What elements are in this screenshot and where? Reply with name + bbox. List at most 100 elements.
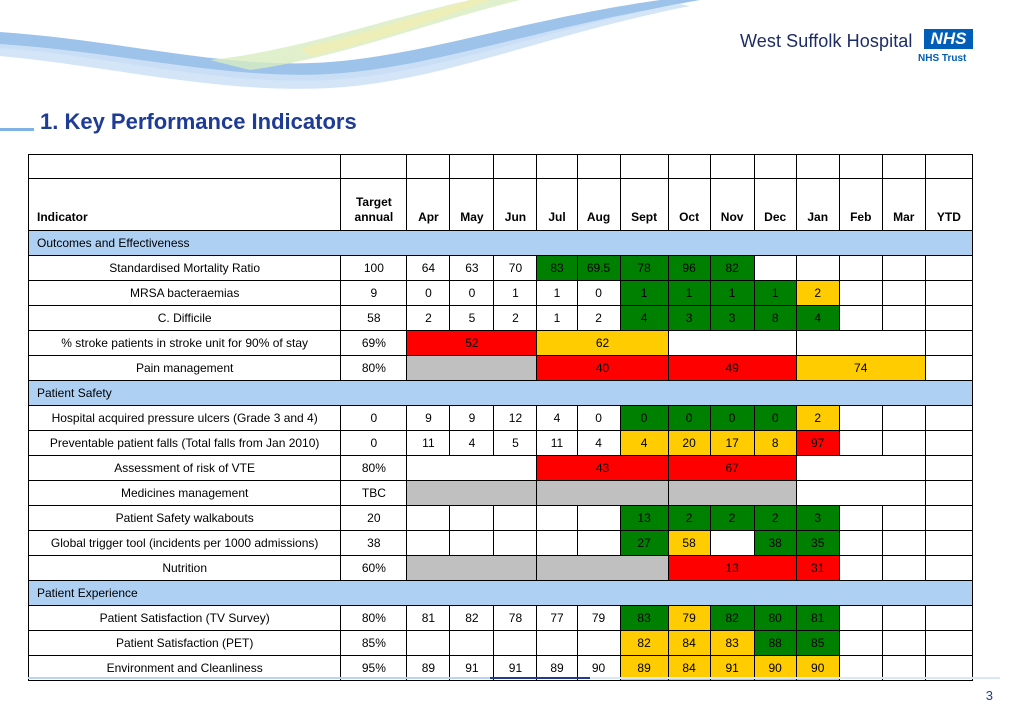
value-cell: 89: [536, 655, 578, 681]
target-cell: 100: [340, 255, 408, 281]
value-cell: 85: [795, 630, 840, 656]
value-cell: 64: [406, 255, 451, 281]
value-cell: 70: [493, 255, 538, 281]
value-cell: [449, 505, 495, 531]
value-cell: 82: [449, 605, 495, 631]
value-cell: 79: [576, 605, 621, 631]
table-row: Patient Satisfaction (PET) 85% 82 84 83 …: [27, 630, 974, 656]
hospital-name: West Suffolk Hospital: [740, 31, 913, 51]
value-cell: [881, 555, 926, 581]
header-ytd: YTD: [924, 178, 974, 231]
value-cell: 8: [753, 430, 797, 456]
value-cell: 81: [406, 605, 451, 631]
value-cell: [924, 405, 974, 431]
value-cell: [924, 505, 974, 531]
header-apr: Apr: [406, 178, 451, 231]
value-cell: 0: [619, 405, 669, 431]
value-cell: [924, 555, 974, 581]
value-cell: [881, 605, 926, 631]
value-cell: [924, 305, 974, 331]
value-cell: [924, 605, 974, 631]
value-cell: 3: [795, 505, 840, 531]
value-cell: [881, 505, 926, 531]
trust-label: NHS Trust: [918, 53, 967, 64]
value-cell: 2: [709, 505, 755, 531]
table-row: C. Difficile 58 2 5 2 1 2 4 3 3 8 4: [27, 305, 974, 331]
target-cell: 20: [340, 505, 408, 531]
value-cell: [881, 530, 926, 556]
value-cell: 4: [795, 305, 840, 331]
value-cell: 17: [709, 430, 755, 456]
value-cell: [493, 505, 538, 531]
table-row: MRSA bacteraemias 9 0 0 1 1 0 1 1 1 1 2: [27, 280, 974, 306]
value-cell: 1: [709, 280, 755, 306]
indicator-cell: MRSA bacteraemias: [27, 280, 342, 306]
table-blank-row: [27, 154, 974, 179]
value-cell: [406, 505, 451, 531]
section-label: Patient Safety: [28, 380, 973, 406]
value-cell: 2: [493, 305, 538, 331]
value-cell: 11: [536, 430, 578, 456]
header-target-label: Target annual: [354, 195, 394, 224]
value-cell: [838, 630, 883, 656]
value-cell: [536, 630, 578, 656]
value-cell: [924, 655, 974, 681]
value-cell: 90: [753, 655, 797, 681]
target-cell: 9: [340, 280, 408, 306]
table-row: Standardised Mortality Ratio 100 64 63 7…: [27, 255, 974, 281]
value-cell: [838, 255, 883, 281]
value-cell: 1: [493, 280, 538, 306]
target-cell: 0: [340, 430, 408, 456]
table-header-row: Indicator Target annual Apr May Jun Jul …: [27, 178, 974, 231]
kpi-table: Indicator Target annual Apr May Jun Jul …: [27, 154, 974, 681]
value-cell: 82: [709, 605, 755, 631]
value-cell: 0: [576, 405, 621, 431]
value-cell: 0: [576, 280, 621, 306]
value-cell: 12: [493, 405, 538, 431]
value-cell: [924, 330, 974, 356]
value-cell: 2: [576, 305, 621, 331]
value-cell: [838, 305, 883, 331]
value-cell: 69.5: [576, 255, 621, 281]
quarter-cell: [795, 480, 926, 506]
quarter-cell: 40: [536, 355, 669, 381]
value-cell: [709, 530, 755, 556]
header-aug: Aug: [576, 178, 621, 231]
indicator-cell: Standardised Mortality Ratio: [27, 255, 342, 281]
value-cell: [449, 530, 495, 556]
quarter-cell: 67: [667, 455, 797, 481]
indicator-cell: Global trigger tool (incidents per 1000 …: [27, 530, 342, 556]
value-cell: 89: [406, 655, 451, 681]
value-cell: 1: [753, 280, 797, 306]
value-cell: 1: [536, 305, 578, 331]
brand-header: West Suffolk Hospital NHS NHS Trust: [740, 28, 980, 68]
target-cell: 60%: [340, 555, 408, 581]
quarter-cell: 49: [667, 355, 797, 381]
indicator-cell: Hospital acquired pressure ulcers (Grade…: [27, 405, 342, 431]
value-cell: 88: [753, 630, 797, 656]
section-safety: Patient Safety: [28, 380, 973, 406]
value-cell: [881, 405, 926, 431]
value-cell: 79: [667, 605, 711, 631]
value-cell: 3: [667, 305, 711, 331]
value-cell: [881, 280, 926, 306]
target-cell: 58: [340, 305, 408, 331]
value-cell: [838, 280, 883, 306]
header-feb: Feb: [838, 178, 883, 231]
table-row: Preventable patient falls (Total falls f…: [27, 430, 974, 456]
value-cell: 20: [667, 430, 711, 456]
value-cell: [924, 530, 974, 556]
value-cell: 2: [795, 280, 840, 306]
section-label: Outcomes and Effectiveness: [28, 230, 973, 256]
value-cell: [576, 505, 621, 531]
header-target: Target annual: [340, 178, 408, 231]
quarter-cell: [667, 330, 797, 356]
value-cell: [924, 355, 974, 381]
header-oct: Oct: [667, 178, 711, 231]
value-cell: [924, 255, 974, 281]
header-jun: Jun: [493, 178, 538, 231]
target-cell: 85%: [340, 630, 408, 656]
table-row: Global trigger tool (incidents per 1000 …: [27, 530, 974, 556]
target-cell: 80%: [340, 605, 408, 631]
value-cell: 83: [709, 630, 755, 656]
